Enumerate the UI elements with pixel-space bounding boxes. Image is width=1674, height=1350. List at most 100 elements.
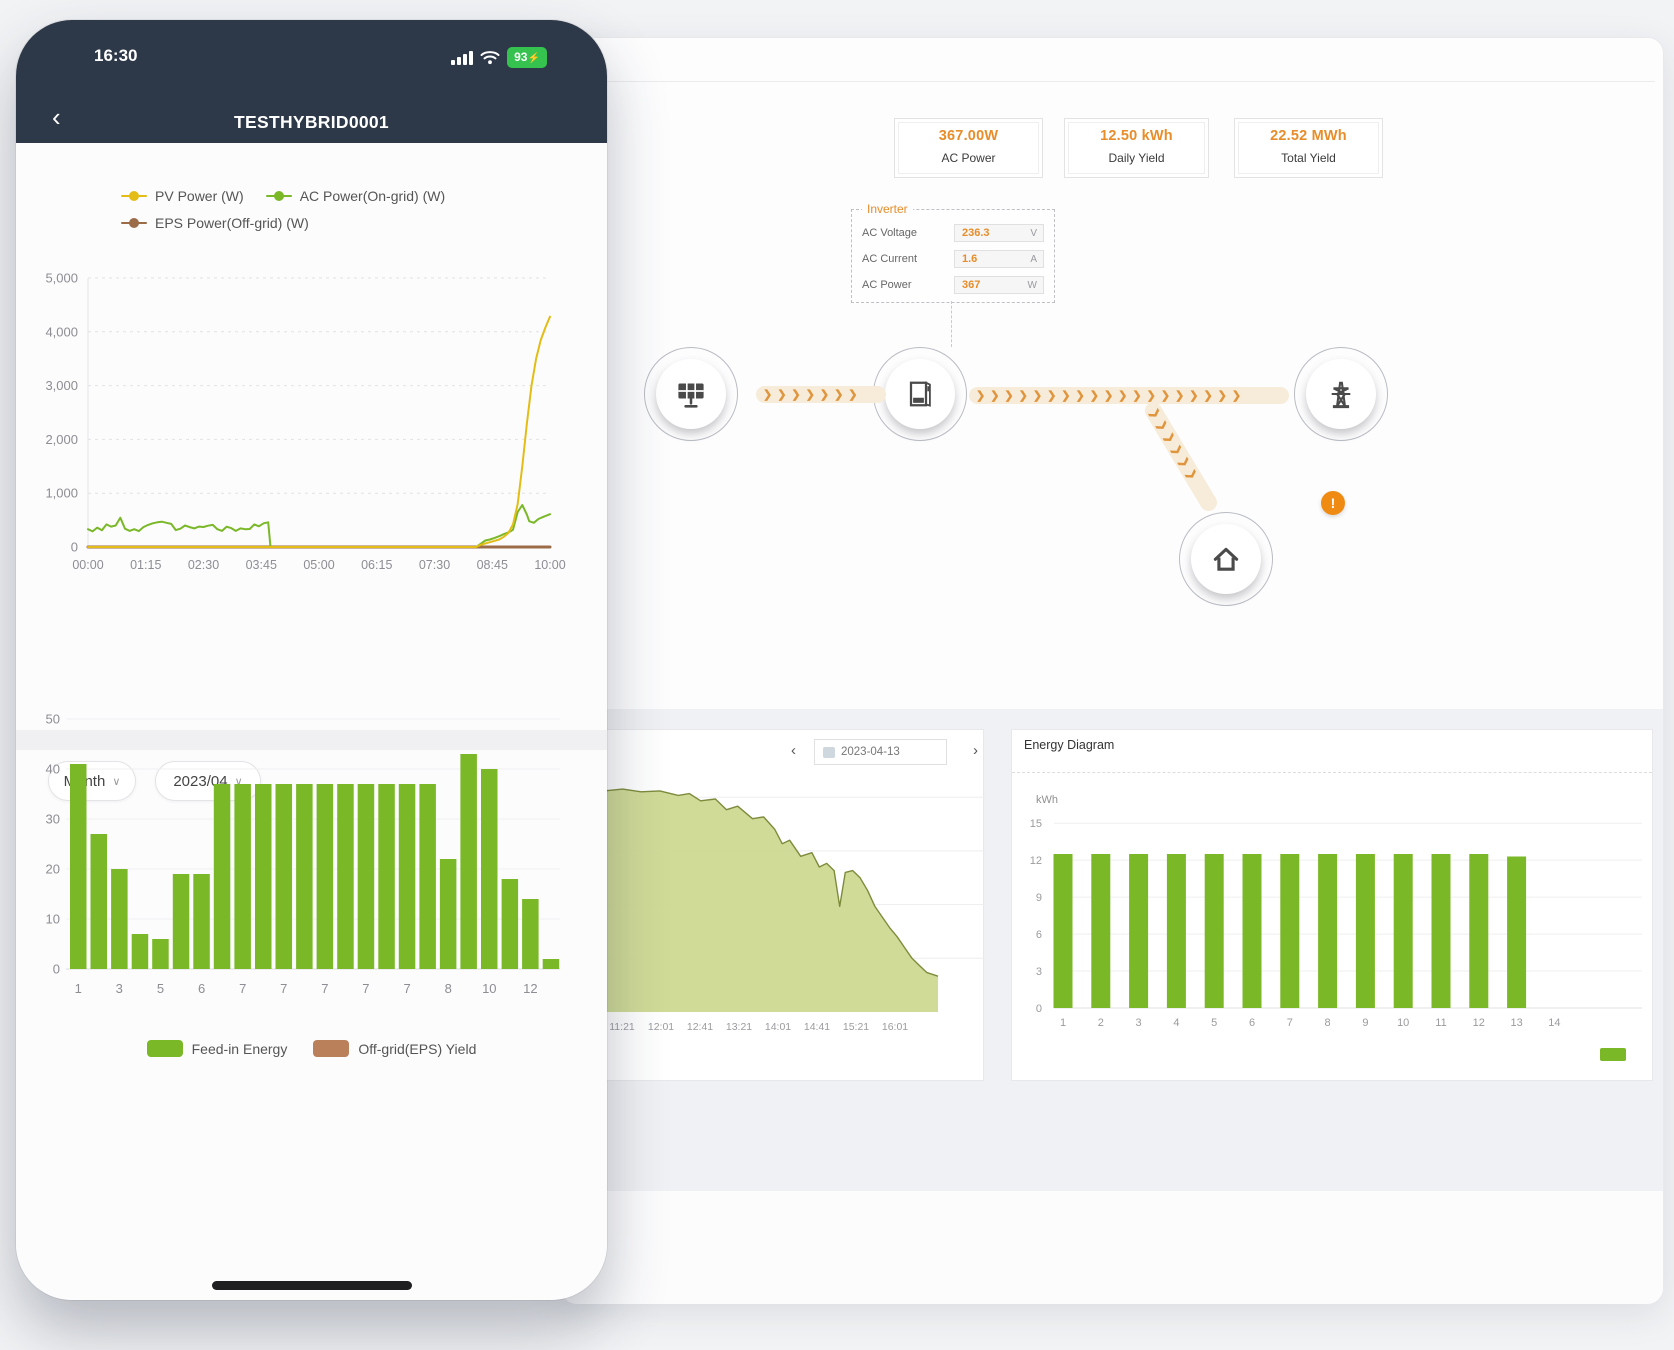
svg-text:11:21: 11:21 bbox=[609, 1021, 635, 1033]
svg-text:6: 6 bbox=[1036, 929, 1042, 941]
svg-text:30: 30 bbox=[46, 812, 60, 827]
stat-card-total-yield: 22.52 MWh Total Yield bbox=[1234, 118, 1383, 178]
solar-panel-icon bbox=[656, 359, 726, 429]
legend-dot bbox=[129, 218, 139, 228]
svg-text:4,000: 4,000 bbox=[45, 324, 78, 339]
svg-text:1,000: 1,000 bbox=[45, 486, 78, 501]
phone-mockup: 16:30 93⚡ ‹ TESTHYBRID0001 PV Power (W) A… bbox=[16, 20, 607, 1300]
svg-text:07:30: 07:30 bbox=[419, 558, 450, 572]
svg-text:0: 0 bbox=[53, 962, 60, 977]
calendar-icon bbox=[823, 746, 835, 758]
svg-text:20: 20 bbox=[46, 862, 60, 877]
svg-text:7: 7 bbox=[403, 981, 410, 996]
stat-label: AC Power bbox=[941, 151, 996, 165]
inverter-value-box: 367 W bbox=[954, 276, 1044, 294]
legend-label: AC Power(On-grid) (W) bbox=[299, 188, 446, 204]
legend-label: PV Power (W) bbox=[155, 188, 244, 204]
legend-swatch bbox=[146, 1040, 183, 1057]
warning-badge[interactable]: ! bbox=[1321, 491, 1345, 515]
date-picker[interactable]: 2023-04-13 bbox=[814, 739, 947, 765]
flow-node-home[interactable] bbox=[1179, 512, 1273, 606]
legend-item-pv[interactable]: PV Power (W) bbox=[121, 188, 244, 204]
date-navigation: ‹ 2023-04-13 › bbox=[562, 739, 983, 765]
energy-chart-legend: Feed-in Energy Off-grid(EPS) Yield bbox=[16, 1040, 607, 1057]
legend-marker bbox=[121, 218, 147, 228]
svg-text:05:00: 05:00 bbox=[303, 558, 334, 572]
inverter-value-box: 1.6 A bbox=[954, 250, 1044, 268]
svg-text:3: 3 bbox=[1036, 966, 1042, 978]
svg-text:12: 12 bbox=[1030, 855, 1042, 867]
svg-text:16:01: 16:01 bbox=[882, 1021, 908, 1033]
svg-text:11: 11 bbox=[1435, 1017, 1446, 1029]
month-select[interactable]: 2023/04 ∨ bbox=[155, 761, 261, 801]
home-icon bbox=[1191, 524, 1261, 594]
inverter-panel: Inverter AC Voltage 236.3 V AC Current 1.6 A A… bbox=[851, 202, 1055, 303]
svg-text:0: 0 bbox=[1036, 1003, 1042, 1015]
grid-tower-icon bbox=[1306, 359, 1376, 429]
prev-day-button[interactable]: ‹ bbox=[791, 742, 796, 759]
svg-text:12: 12 bbox=[1473, 1017, 1485, 1029]
battery-icon: 93⚡ bbox=[507, 47, 547, 68]
home-indicator bbox=[212, 1281, 412, 1290]
flow-arrow-inverter-to-grid: ❯❯❯❯❯❯❯❯❯❯❯❯❯❯❯❯❯❯❯ bbox=[969, 387, 1289, 404]
svg-text:50: 50 bbox=[46, 712, 60, 727]
inverter-value: 1.6 bbox=[962, 253, 978, 265]
energy-diagram-unit: kWh bbox=[1036, 794, 1058, 806]
svg-text:5,000: 5,000 bbox=[45, 271, 78, 286]
daily-yield-panel: ‹ 2023-04-13 › 11:21 12:01 12:41 13:21 14:01… bbox=[561, 729, 985, 1081]
next-day-button[interactable]: › bbox=[973, 742, 978, 759]
legend-item-ac[interactable]: AC Power(On-grid) (W) bbox=[265, 188, 446, 204]
legend-marker bbox=[265, 191, 292, 201]
flow-node-grid[interactable] bbox=[1294, 347, 1388, 441]
legend-item-feed-in[interactable]: Feed-in Energy bbox=[146, 1040, 287, 1057]
section-divider bbox=[16, 730, 607, 750]
chevron-down-icon: ∨ bbox=[234, 775, 243, 788]
flow-node-inverter[interactable] bbox=[873, 347, 967, 441]
legend-item-off-grideps[interactable]: Off-grid(EPS) Yield bbox=[313, 1040, 476, 1057]
legend-item-eps[interactable]: EPS Power(Off-grid) (W) bbox=[121, 215, 309, 231]
svg-text:1: 1 bbox=[75, 981, 82, 996]
inverter-unit: V bbox=[1030, 228, 1037, 239]
desktop-footer bbox=[561, 1191, 1663, 1304]
energy-diagram-title: Energy Diagram bbox=[1024, 738, 1115, 752]
svg-text:12: 12 bbox=[523, 981, 537, 996]
flow-node-solar[interactable] bbox=[644, 347, 738, 441]
svg-text:7: 7 bbox=[1287, 1017, 1293, 1029]
svg-text:0: 0 bbox=[71, 540, 78, 555]
legend-marker bbox=[121, 191, 147, 201]
stat-label: Daily Yield bbox=[1108, 151, 1165, 165]
svg-text:8: 8 bbox=[1325, 1017, 1331, 1029]
legend-row: EPS Power(Off-grid) (W) bbox=[121, 215, 561, 231]
svg-text:06:15: 06:15 bbox=[361, 558, 392, 572]
svg-text:3: 3 bbox=[1136, 1017, 1142, 1029]
daily-yield-area-chart: 11:21 12:01 12:41 13:21 14:01 14:41 15:21 16:01 bbox=[562, 788, 985, 1033]
stat-card-ac-power: 367.00W AC Power bbox=[894, 118, 1043, 178]
stat-value: 367.00W bbox=[938, 128, 999, 144]
svg-text:2: 2 bbox=[1098, 1017, 1104, 1029]
svg-text:08:45: 08:45 bbox=[477, 558, 508, 572]
svg-text:2,000: 2,000 bbox=[45, 432, 78, 447]
svg-text:10:00: 10:00 bbox=[534, 558, 565, 572]
svg-text:6: 6 bbox=[1249, 1017, 1255, 1029]
power-chart-legend: PV Power (W) AC Power(On-grid) (W) EPS Pow… bbox=[121, 188, 561, 242]
svg-text:03:45: 03:45 bbox=[246, 558, 277, 572]
topbar-divider bbox=[583, 81, 1655, 82]
svg-text:6: 6 bbox=[198, 981, 205, 996]
svg-text:10: 10 bbox=[1397, 1017, 1409, 1029]
back-button[interactable]: ‹ bbox=[52, 102, 61, 132]
svg-text:9: 9 bbox=[1362, 1017, 1368, 1029]
chevron-down-icon: ∨ bbox=[112, 775, 121, 788]
svg-text:3: 3 bbox=[116, 981, 123, 996]
date-value: 2023-04-13 bbox=[841, 746, 900, 758]
inverter-value-box: 236.3 V bbox=[954, 224, 1044, 242]
wifi-icon bbox=[480, 51, 500, 65]
inverter-connector-line bbox=[951, 301, 952, 347]
svg-text:5: 5 bbox=[157, 981, 164, 996]
legend-swatch bbox=[313, 1040, 350, 1057]
inverter-row-label: AC Voltage bbox=[862, 227, 918, 239]
svg-text:00:00: 00:00 bbox=[72, 558, 103, 572]
flow-arrow-to-home: ❯❯❯❯❯❯ bbox=[1141, 399, 1221, 515]
status-icons: 93⚡ bbox=[451, 47, 547, 68]
inverter-row: AC Power 367 W bbox=[862, 276, 1046, 294]
